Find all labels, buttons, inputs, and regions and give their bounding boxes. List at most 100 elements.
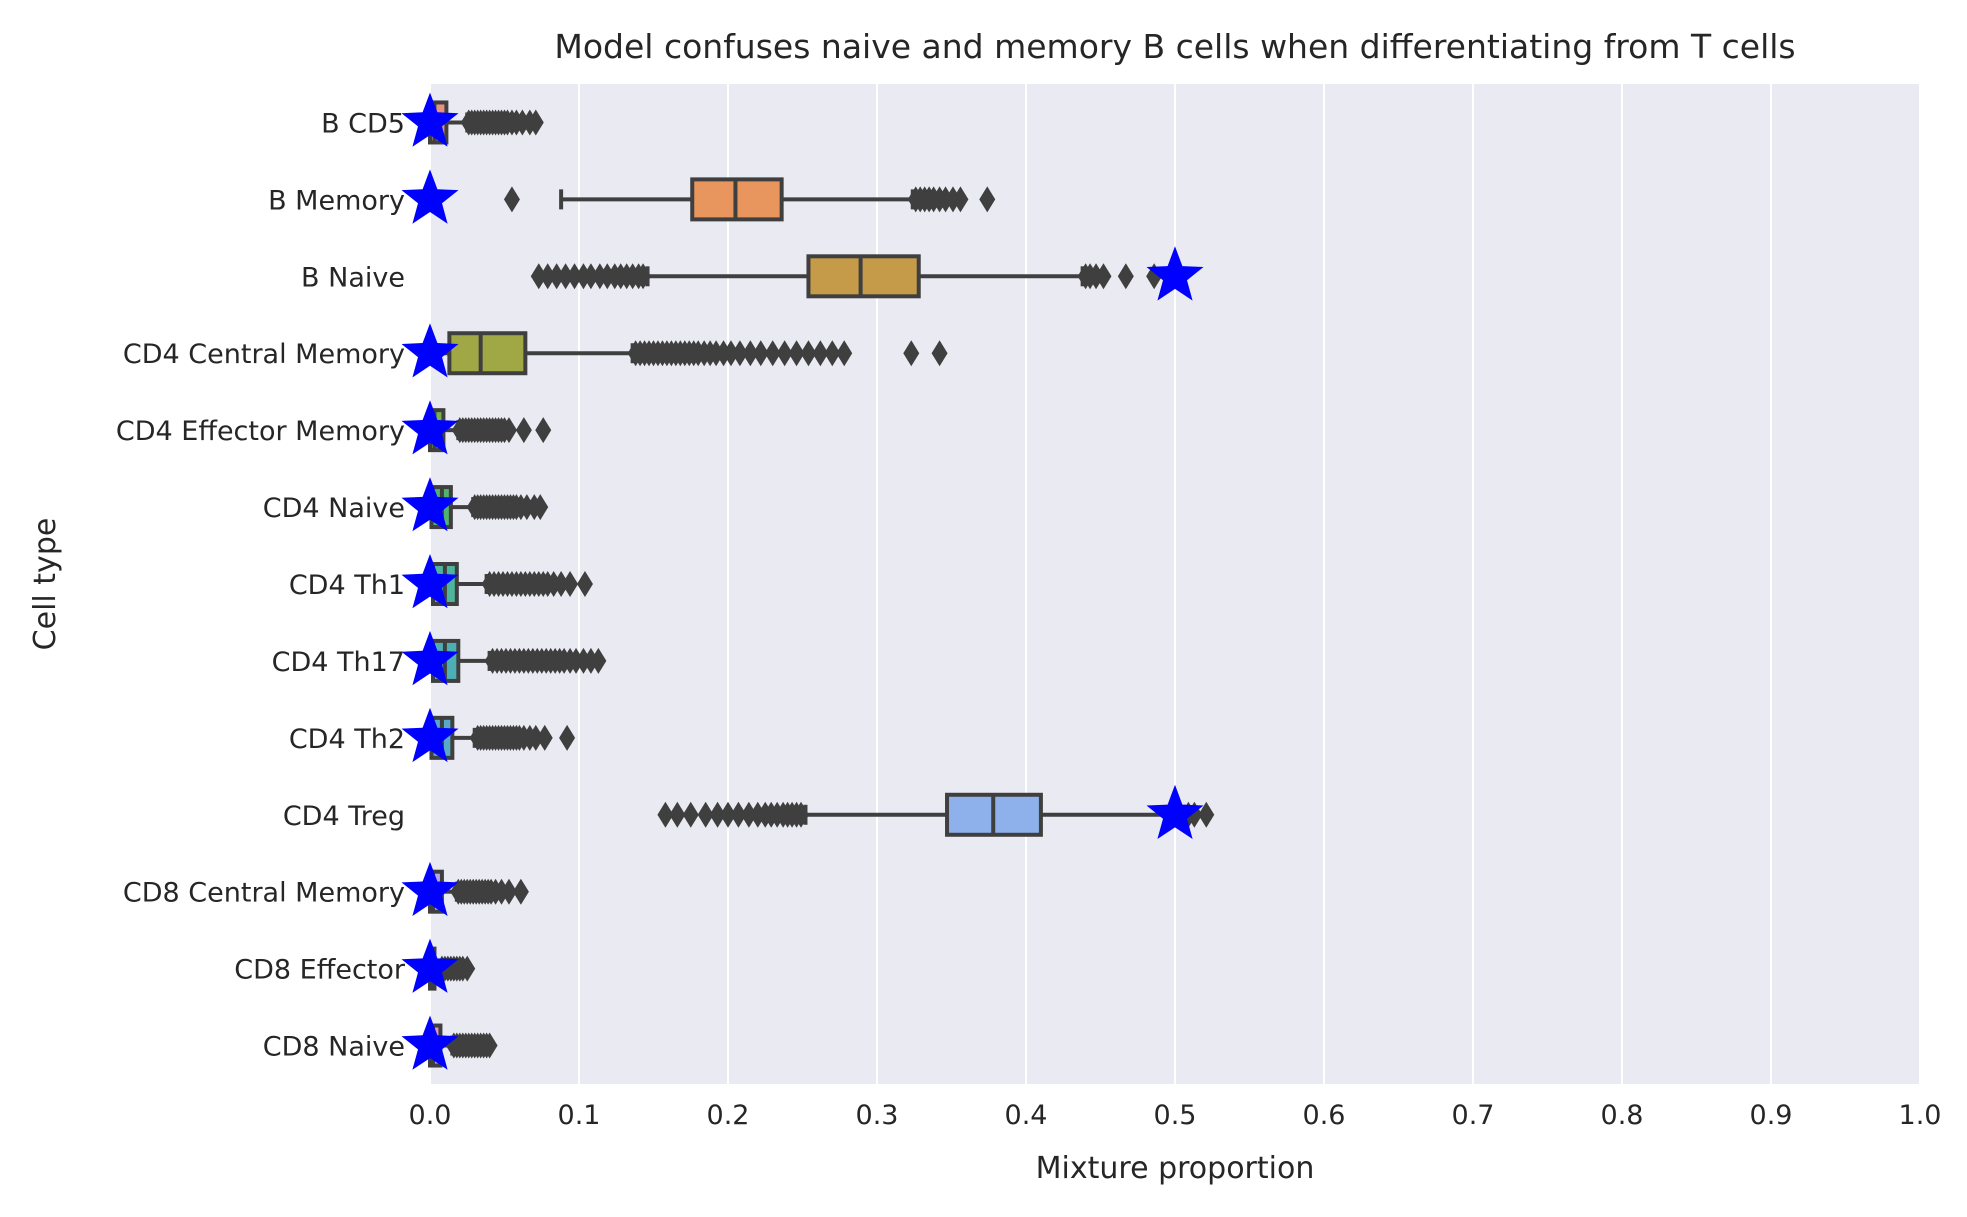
true-proportion-star	[401, 938, 459, 993]
true-proportion-star	[401, 861, 459, 916]
y-tick-label: B CD5	[321, 108, 405, 139]
x-tick-label: 0.8	[1601, 1100, 1644, 1131]
true-proportion-star	[1146, 784, 1204, 839]
y-axis-ticks: B CD5 B Memory B Naive CD4 Central Memory CD…	[116, 108, 406, 1062]
outlier-point	[979, 186, 996, 213]
box-plot-cd4-treg	[657, 792, 1215, 837]
y-tick-label: CD8 Naive	[263, 1032, 405, 1063]
outlier-point	[557, 263, 574, 290]
true-proportion-star	[1146, 246, 1204, 301]
outlier-point	[515, 417, 532, 444]
outlier-point	[559, 724, 576, 751]
box-plots	[428, 100, 1215, 1068]
outlier-point	[952, 186, 969, 213]
outlier-point	[657, 801, 674, 828]
outlier-point	[500, 417, 517, 444]
y-tick-label: CD8 Central Memory	[123, 878, 405, 909]
outlier-point	[635, 263, 652, 290]
outlier-point	[500, 878, 517, 905]
chart-title: Model confuses naive and memory B cells …	[554, 27, 1795, 66]
x-tick-label: 1.0	[1899, 1100, 1942, 1131]
box	[447, 331, 528, 376]
outlier-point	[709, 801, 726, 828]
y-tick-label: CD8 Effector	[234, 955, 406, 986]
outlier-point	[682, 801, 699, 828]
box-plot-cd4-effector-memory	[428, 408, 552, 453]
outlier-point	[548, 263, 565, 290]
box-plot-cd4-central-memory	[428, 331, 948, 376]
outlier-point	[562, 571, 579, 597]
outlier-point	[1117, 263, 1134, 290]
outlier-point	[720, 801, 736, 828]
y-tick-label: B Memory	[268, 185, 405, 216]
true-proportion-star	[401, 707, 459, 763]
box	[806, 254, 921, 299]
true-proportion-star	[401, 400, 459, 455]
outlier-point	[669, 801, 686, 828]
outlier-point	[931, 340, 948, 367]
outlier-point	[903, 340, 920, 367]
outlier-point	[731, 340, 748, 367]
y-tick-label: CD4 Central Memory	[123, 339, 405, 370]
true-proportion-star	[401, 477, 459, 532]
true-proportion-star	[401, 323, 459, 378]
outlier-point	[722, 340, 739, 367]
true-proportion-star	[401, 1015, 459, 1070]
box-plot-cd4-th2	[428, 715, 576, 760]
outlier-point	[536, 724, 553, 751]
outlier-point	[697, 801, 714, 828]
y-tick-label: CD4 Th2	[289, 724, 405, 755]
outlier-point	[793, 801, 810, 828]
true-proportion-star	[401, 169, 459, 224]
outlier-point	[481, 1032, 498, 1059]
y-tick-label: B Naive	[301, 262, 405, 293]
y-tick-label: CD4 Treg	[283, 801, 405, 832]
x-axis-label: Mixture proportion	[1036, 1151, 1315, 1186]
y-tick-label: CD4 Effector Memory	[116, 416, 405, 447]
box-plot-cd4-th17	[428, 638, 607, 683]
x-tick-label: 0.0	[409, 1100, 452, 1131]
outlier-point	[740, 801, 757, 828]
outlier-point	[764, 340, 781, 367]
x-tick-label: 0.1	[558, 1100, 601, 1131]
true-proportion-star	[401, 554, 459, 609]
outlier-point	[576, 571, 593, 597]
true-proportion-star	[401, 92, 459, 147]
outlier-point	[512, 878, 529, 905]
x-tick-label: 0.6	[1303, 1100, 1346, 1131]
outlier-point	[1198, 801, 1215, 828]
outlier-point	[788, 340, 805, 367]
outlier-point	[836, 340, 853, 367]
outlier-point	[730, 801, 747, 828]
x-tick-label: 0.4	[1005, 1100, 1048, 1131]
outlier-point	[530, 263, 547, 290]
outlier-point	[503, 186, 520, 213]
y-tick-label: CD4 Naive	[263, 493, 405, 524]
outlier-point	[776, 340, 793, 367]
outlier-point	[800, 340, 817, 367]
x-tick-label: 0.2	[707, 1100, 750, 1131]
outlier-point	[539, 263, 556, 290]
outlier-point	[553, 571, 570, 597]
box-plot-cd4-naive	[428, 485, 549, 530]
x-tick-label: 0.3	[856, 1100, 899, 1131]
x-tick-label: 0.7	[1452, 1100, 1495, 1131]
outlier-point	[535, 417, 552, 444]
outlier-point	[566, 263, 583, 290]
x-tick-label: 0.5	[1154, 1100, 1197, 1131]
outlier-point	[824, 340, 841, 367]
y-axis-label: Cell type	[28, 518, 63, 651]
outlier-point	[812, 340, 829, 367]
x-axis-ticks: 0.0 0.1 0.2 0.3 0.4 0.5 0.6 0.7 0.8 0.9 1.0	[409, 1100, 1942, 1131]
outlier-point	[532, 494, 549, 521]
outlier-point	[752, 340, 769, 367]
true-proportion-markers	[401, 92, 1204, 1070]
box-plot-cd4-th1	[428, 562, 593, 606]
true-proportion-star	[401, 630, 459, 686]
outlier-point	[590, 647, 607, 674]
x-tick-label: 0.9	[1750, 1100, 1793, 1131]
y-tick-label: CD4 Th17	[272, 647, 405, 678]
outlier-point	[742, 340, 759, 367]
outlier-point	[1095, 263, 1112, 290]
y-tick-label: CD4 Th1	[289, 570, 405, 601]
